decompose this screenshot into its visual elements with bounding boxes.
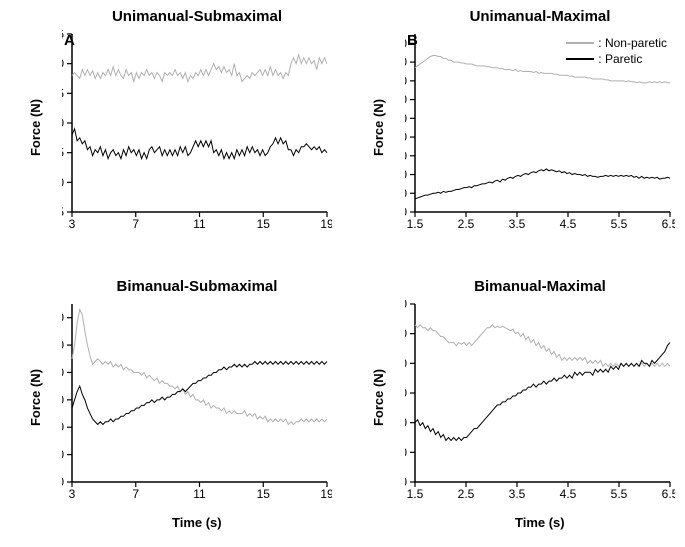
svg-text:110: 110 (405, 55, 407, 69)
svg-text:30: 30 (62, 393, 64, 407)
svg-text:10: 10 (62, 448, 64, 462)
svg-text:6.5: 6.5 (662, 487, 675, 500)
svg-text:40: 40 (62, 365, 64, 379)
svg-text:2.5: 2.5 (458, 487, 475, 500)
panel-a-top: A Unimanual-Submaximal Force (N) 1520253… (62, 30, 332, 230)
svg-text:70: 70 (405, 130, 407, 144)
svg-text:100: 100 (405, 74, 407, 88)
svg-text:6.5: 6.5 (662, 217, 675, 230)
svg-text:4.5: 4.5 (560, 487, 577, 500)
svg-text:35: 35 (62, 86, 64, 100)
svg-text:7: 7 (132, 217, 139, 230)
svg-text:3.5: 3.5 (509, 487, 526, 500)
panel-title-b-top: Unimanual-Maximal (405, 8, 675, 25)
svg-text:50: 50 (62, 338, 64, 352)
panel-b-top: B Unimanual-Maximal Force (N) 3040506070… (405, 30, 675, 230)
svg-text:11: 11 (193, 217, 206, 230)
svg-text:11: 11 (193, 487, 206, 500)
panel-title-a-bot: Bimanual-Submaximal (62, 278, 332, 295)
xlabel-b-bot: Time (s) (515, 515, 565, 530)
svg-text:15: 15 (257, 217, 271, 230)
svg-text:0: 0 (62, 475, 64, 489)
svg-text:60: 60 (405, 149, 407, 163)
panel-b-bot: Bimanual-Maximal Force (N) Time (s) 6070… (405, 300, 675, 500)
svg-text:3: 3 (69, 487, 76, 500)
svg-text:3.5: 3.5 (509, 217, 526, 230)
svg-text:7: 7 (132, 487, 139, 500)
svg-text:15: 15 (62, 205, 64, 219)
svg-text:40: 40 (405, 186, 407, 200)
chart-b-bot: 607080901001101201.52.53.54.55.56.5 (405, 300, 675, 500)
svg-text:80: 80 (405, 416, 407, 430)
svg-text:20: 20 (62, 175, 64, 189)
svg-text:5.5: 5.5 (611, 217, 628, 230)
svg-text:50: 50 (405, 168, 407, 182)
svg-text:1.5: 1.5 (407, 487, 424, 500)
svg-text:100: 100 (405, 356, 407, 370)
panel-a-bot: Bimanual-Submaximal Force (N) Time (s) 0… (62, 300, 332, 500)
svg-text:15: 15 (257, 487, 271, 500)
svg-text:25: 25 (62, 146, 64, 160)
svg-text:90: 90 (405, 386, 407, 400)
legend-row-nonparetic: : Non-paretic (566, 36, 667, 50)
legend-swatch-paretic (566, 58, 594, 60)
legend: : Non-paretic : Paretic (566, 36, 667, 68)
figure-root: A Unimanual-Submaximal Force (N) 15 20 25 3… (0, 0, 685, 547)
svg-text:40: 40 (62, 57, 64, 71)
svg-text:90: 90 (405, 93, 407, 107)
svg-text:70: 70 (405, 445, 407, 459)
legend-row-paretic: : Paretic (566, 52, 667, 66)
svg-text:30: 30 (62, 116, 64, 130)
svg-text:20: 20 (62, 420, 64, 434)
chart-a-bot: 0 10 20 30 40 50 60 3 7 11 15 19 (62, 300, 332, 500)
ylabel-b-bot: Force (N) (371, 369, 386, 426)
panel-letter-b: B (407, 32, 418, 49)
xlabel-a-bot: Time (s) (172, 515, 222, 530)
svg-text:19: 19 (320, 217, 332, 230)
svg-text:19: 19 (320, 487, 332, 500)
svg-text:2.5: 2.5 (458, 217, 475, 230)
svg-text:120: 120 (405, 300, 407, 311)
ylabel-a-bot: Force (N) (28, 369, 43, 426)
svg-text:4.5: 4.5 (560, 217, 577, 230)
svg-text:3: 3 (69, 217, 76, 230)
legend-label-paretic: : Paretic (598, 52, 642, 66)
svg-text:5.5: 5.5 (611, 487, 628, 500)
svg-text:60: 60 (62, 311, 64, 325)
svg-text:110: 110 (405, 327, 407, 341)
svg-text:1.5: 1.5 (407, 217, 424, 230)
legend-label-nonparetic: : Non-paretic (598, 36, 667, 50)
panel-letter-a: A (64, 32, 75, 49)
panel-title-b-bot: Bimanual-Maximal (405, 278, 675, 295)
legend-swatch-nonparetic (566, 42, 594, 44)
chart-a-top: 1520253035404537111519 (62, 30, 332, 230)
ylabel-a-top: Force (N) (28, 99, 43, 156)
ylabel-b-top: Force (N) (371, 99, 386, 156)
svg-text:80: 80 (405, 111, 407, 125)
panel-title-a-top: Unimanual-Submaximal (62, 8, 332, 25)
